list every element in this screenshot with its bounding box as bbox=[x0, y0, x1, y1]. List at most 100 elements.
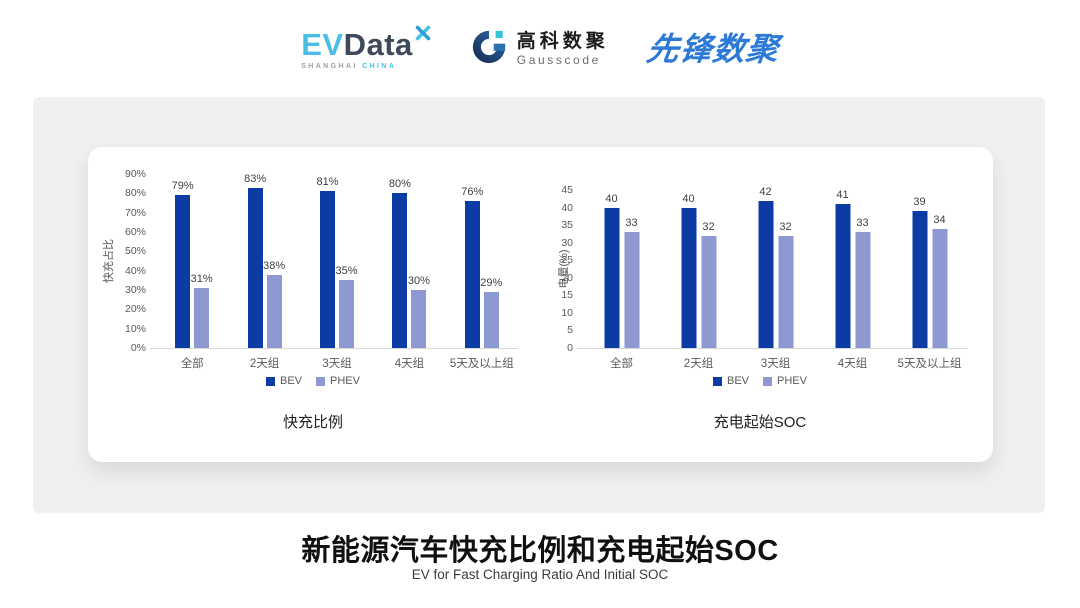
y-axis-tick-label: 10 bbox=[561, 306, 573, 319]
bar-phev: 32 bbox=[778, 221, 793, 348]
y-axis-tick-label: 45 bbox=[561, 184, 573, 196]
bar-rect bbox=[464, 201, 480, 348]
bar-group: 40 33 bbox=[604, 190, 639, 348]
bar-bev: 40 bbox=[604, 193, 619, 348]
x-axis-category-label: 4天组 bbox=[837, 358, 868, 370]
x-axis-category-label: 2天组 bbox=[683, 358, 714, 370]
bar-phev: 35% bbox=[335, 265, 358, 348]
gausscode-logo-icon bbox=[470, 28, 508, 71]
y-axis-tick-label: 80% bbox=[124, 187, 146, 200]
legend-label: BEV bbox=[727, 375, 750, 387]
bar-rect bbox=[604, 207, 619, 348]
x-axis-line bbox=[150, 348, 518, 349]
content-panel: 快充占比 BEV PHEV 快充比例 0% 10% 20% 30% 40% 50% 60% 70… bbox=[33, 97, 1045, 513]
bar-value-label: 39 bbox=[913, 196, 926, 209]
bar-phev: 33 bbox=[855, 217, 870, 348]
bar-bev: 42 bbox=[758, 186, 773, 348]
y-axis-tick-label: 70% bbox=[124, 206, 146, 219]
bar-rect bbox=[855, 232, 870, 348]
header-logos: EV Data SHANGHAI CHINA bbox=[0, 16, 1080, 82]
bar-rect bbox=[912, 211, 927, 348]
legend-item-bev: BEV bbox=[266, 375, 302, 387]
bar-bev: 40 bbox=[681, 193, 696, 348]
y-axis-tick-label: 50% bbox=[124, 245, 146, 258]
y-axis-tick-label: 35 bbox=[561, 219, 573, 232]
x-axis-category-label: 5天及以上组 bbox=[897, 358, 962, 370]
evdata-sparkle-icon bbox=[414, 24, 432, 46]
bar-group: 42 32 bbox=[758, 186, 793, 348]
bar-value-label: 32 bbox=[779, 220, 792, 233]
bar-value-label: 32 bbox=[702, 220, 715, 233]
charts-card: 快充占比 BEV PHEV 快充比例 0% 10% 20% 30% 40% 50% 60% 70… bbox=[88, 147, 993, 462]
legend-label: BEV bbox=[280, 375, 303, 387]
bar-value-label: 29% bbox=[480, 276, 503, 289]
bar-value-label: 31% bbox=[190, 273, 213, 286]
legend-item-bev: BEV bbox=[713, 375, 749, 387]
bar-group: 40 32 bbox=[681, 190, 716, 348]
y-axis-tick-label: 30 bbox=[561, 236, 573, 249]
gausscode-logo: 高科数聚 Gausscode bbox=[470, 28, 609, 71]
bar-value-label: 33 bbox=[625, 217, 638, 230]
y-axis-tick-label: 20 bbox=[561, 271, 573, 284]
bar-rect bbox=[175, 195, 191, 348]
y-axis-tick-label: 0 bbox=[567, 342, 573, 354]
evdata-sub-shanghai: SHANGHAI bbox=[301, 62, 358, 70]
x-axis-line bbox=[577, 348, 968, 349]
bar-value-label: 80% bbox=[388, 178, 411, 191]
x-axis-category-label: 全部 bbox=[180, 358, 204, 370]
bar-value-label: 30% bbox=[407, 275, 430, 287]
y-axis-tick-label: 40 bbox=[561, 201, 573, 214]
bar-rect bbox=[758, 200, 773, 348]
bar-rect bbox=[835, 204, 850, 348]
y-axis-tick-label: 20% bbox=[124, 303, 146, 316]
y-axis-tick-label: 5 bbox=[567, 324, 573, 337]
bar-phev: 30% bbox=[408, 275, 430, 348]
x-axis-category-label: 3天组 bbox=[760, 358, 791, 370]
y-axis-tick-label: 0% bbox=[130, 342, 146, 354]
bar-phev: 29% bbox=[480, 277, 502, 348]
x-axis-category-label: 2天组 bbox=[249, 358, 280, 370]
bar-value-label: 35% bbox=[335, 265, 358, 278]
legend-swatch-bev bbox=[713, 376, 722, 386]
x-axis-category-label: 全部 bbox=[610, 358, 633, 370]
bar-bev: 76% bbox=[461, 186, 483, 348]
y-axis-tick-label: 10% bbox=[124, 322, 146, 335]
bar-phev: 33 bbox=[624, 217, 639, 348]
bar-group: 81% 35% bbox=[316, 174, 358, 348]
bar-phev: 38% bbox=[263, 260, 285, 348]
bar-rect bbox=[932, 228, 947, 348]
legend-swatch-phev bbox=[763, 376, 773, 386]
bar-rect bbox=[701, 235, 716, 348]
footer-title: 新能源汽车快充比例和充电起始SOC bbox=[301, 535, 779, 567]
bar-value-label: 40 bbox=[605, 192, 618, 205]
bar-value-label: 33 bbox=[856, 217, 869, 230]
legend: BEV PHEV bbox=[545, 375, 975, 387]
footer-subtitle: EV for Fast Charging Ratio And Initial S… bbox=[411, 567, 669, 582]
y-axis-tick-label: 60% bbox=[124, 226, 146, 238]
chart-initial-soc: 电量(%) BEV PHEV 充电起始SOC 0 5 10 15 20 25 30 35 40 45… bbox=[545, 165, 975, 447]
bar-rect bbox=[339, 280, 354, 348]
gausscode-cn-text: 高科数聚 bbox=[516, 30, 609, 52]
evdata-subtext: SHANGHAI CHINA bbox=[301, 63, 432, 70]
x-axis-category-label: 3天组 bbox=[322, 358, 352, 370]
bar-bev: 41 bbox=[835, 189, 850, 348]
bar-rect bbox=[266, 274, 282, 348]
bar-rect bbox=[320, 191, 335, 348]
legend-item-phev: PHEV bbox=[763, 375, 807, 387]
bar-rect bbox=[624, 232, 639, 348]
bar-group: 83% 38% bbox=[244, 173, 285, 348]
bar-bev: 39 bbox=[912, 196, 927, 348]
bar-group: 39 34 bbox=[912, 190, 947, 348]
bar-bev: 80% bbox=[389, 178, 411, 348]
bar-group: 41 33 bbox=[835, 189, 870, 348]
bar-rect bbox=[247, 187, 263, 348]
y-axis-tick-label: 40% bbox=[124, 264, 146, 277]
bar-value-label: 76% bbox=[461, 186, 484, 199]
bar-value-label: 38% bbox=[263, 259, 286, 272]
y-axis-tick-label: 30% bbox=[124, 284, 146, 296]
evdata-wordmark-ev: EV bbox=[301, 26, 344, 62]
bar-value-label: 79% bbox=[171, 180, 194, 193]
y-axis-tick-label: 90% bbox=[124, 168, 146, 180]
bar-value-label: 42 bbox=[759, 185, 772, 198]
legend: BEV PHEV bbox=[98, 375, 528, 387]
